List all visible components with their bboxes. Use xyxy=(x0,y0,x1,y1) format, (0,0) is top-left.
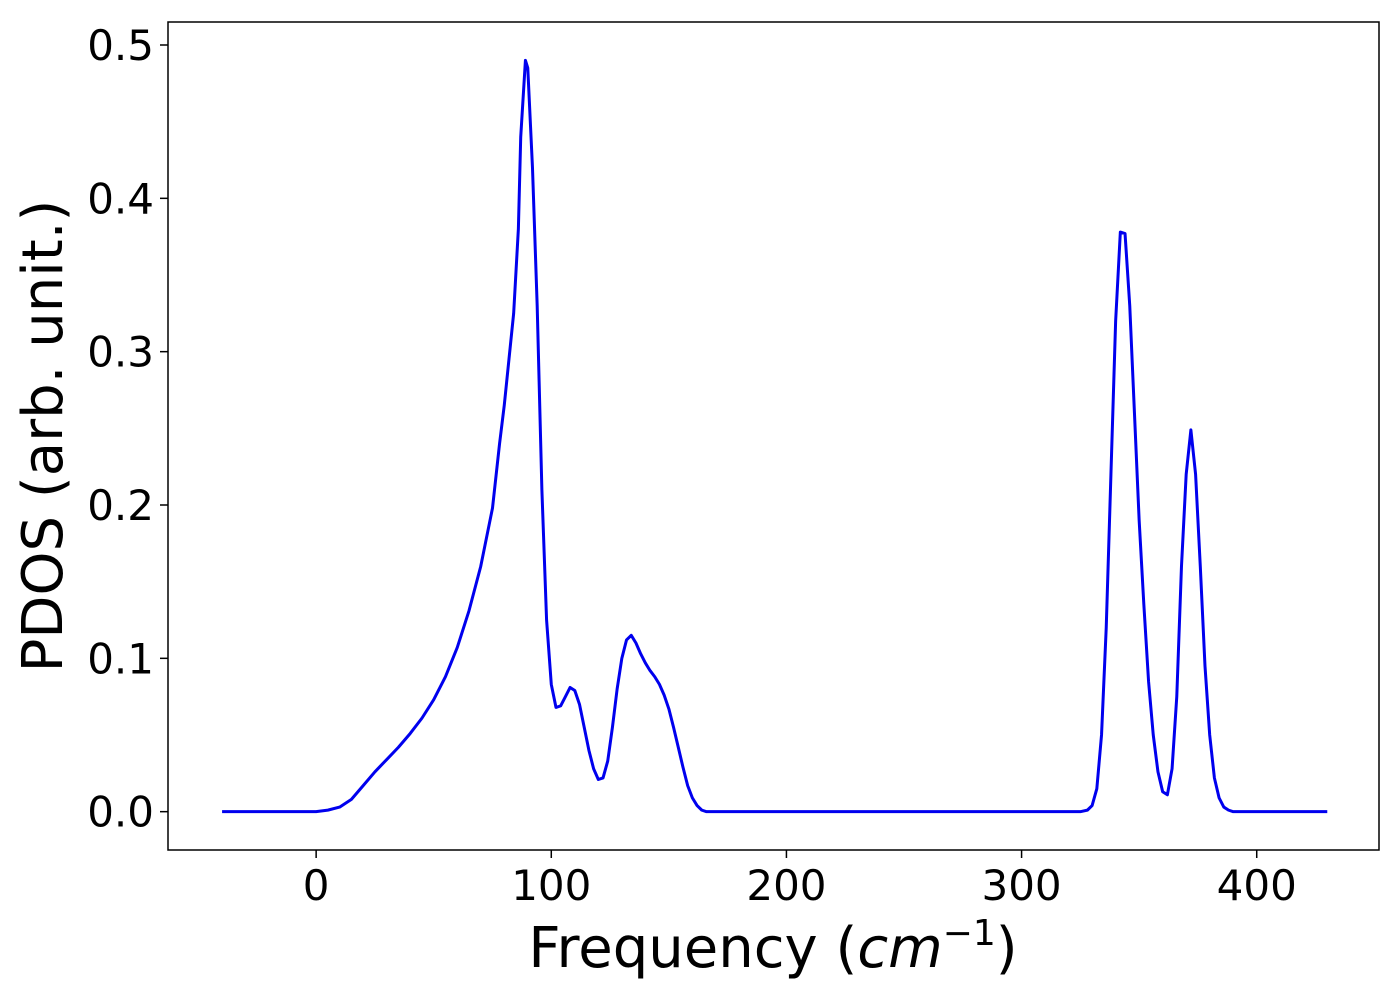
x-axis-label-unit: cm xyxy=(857,916,942,981)
y-tick-label: 0.5 xyxy=(87,21,154,70)
x-tick-label: 200 xyxy=(746,861,826,910)
x-tick-label: 300 xyxy=(981,861,1061,910)
series-line-0 xyxy=(222,58,1328,814)
y-axis-label: PDOS (arb. unit.) xyxy=(11,200,76,673)
x-tick-label: 100 xyxy=(511,861,591,910)
y-tick-label: 0.1 xyxy=(87,634,154,683)
y-tick-label: 0.2 xyxy=(87,481,154,530)
plot-frame xyxy=(167,21,1380,851)
x-axis-label-close: ) xyxy=(996,916,1018,981)
y-tick-label: 0.4 xyxy=(87,174,154,223)
data-layer xyxy=(222,58,1328,814)
x-tick-label: 0 xyxy=(303,861,330,910)
x-axis-label-text: Frequency ( xyxy=(528,916,857,981)
y-axis-ticks: 0.0 0.1 0.2 0.3 0.4 0.5 xyxy=(87,21,168,837)
x-axis-label: Frequency (cm−1) xyxy=(528,913,1017,981)
x-axis-label-exponent: −1 xyxy=(943,913,996,954)
y-tick-label: 0.0 xyxy=(87,788,154,837)
plot-area xyxy=(167,21,1380,851)
x-tick-label: 400 xyxy=(1217,861,1297,910)
y-tick-label: 0.3 xyxy=(87,328,154,377)
x-axis-ticks: 0 100 200 300 400 xyxy=(303,850,1297,910)
